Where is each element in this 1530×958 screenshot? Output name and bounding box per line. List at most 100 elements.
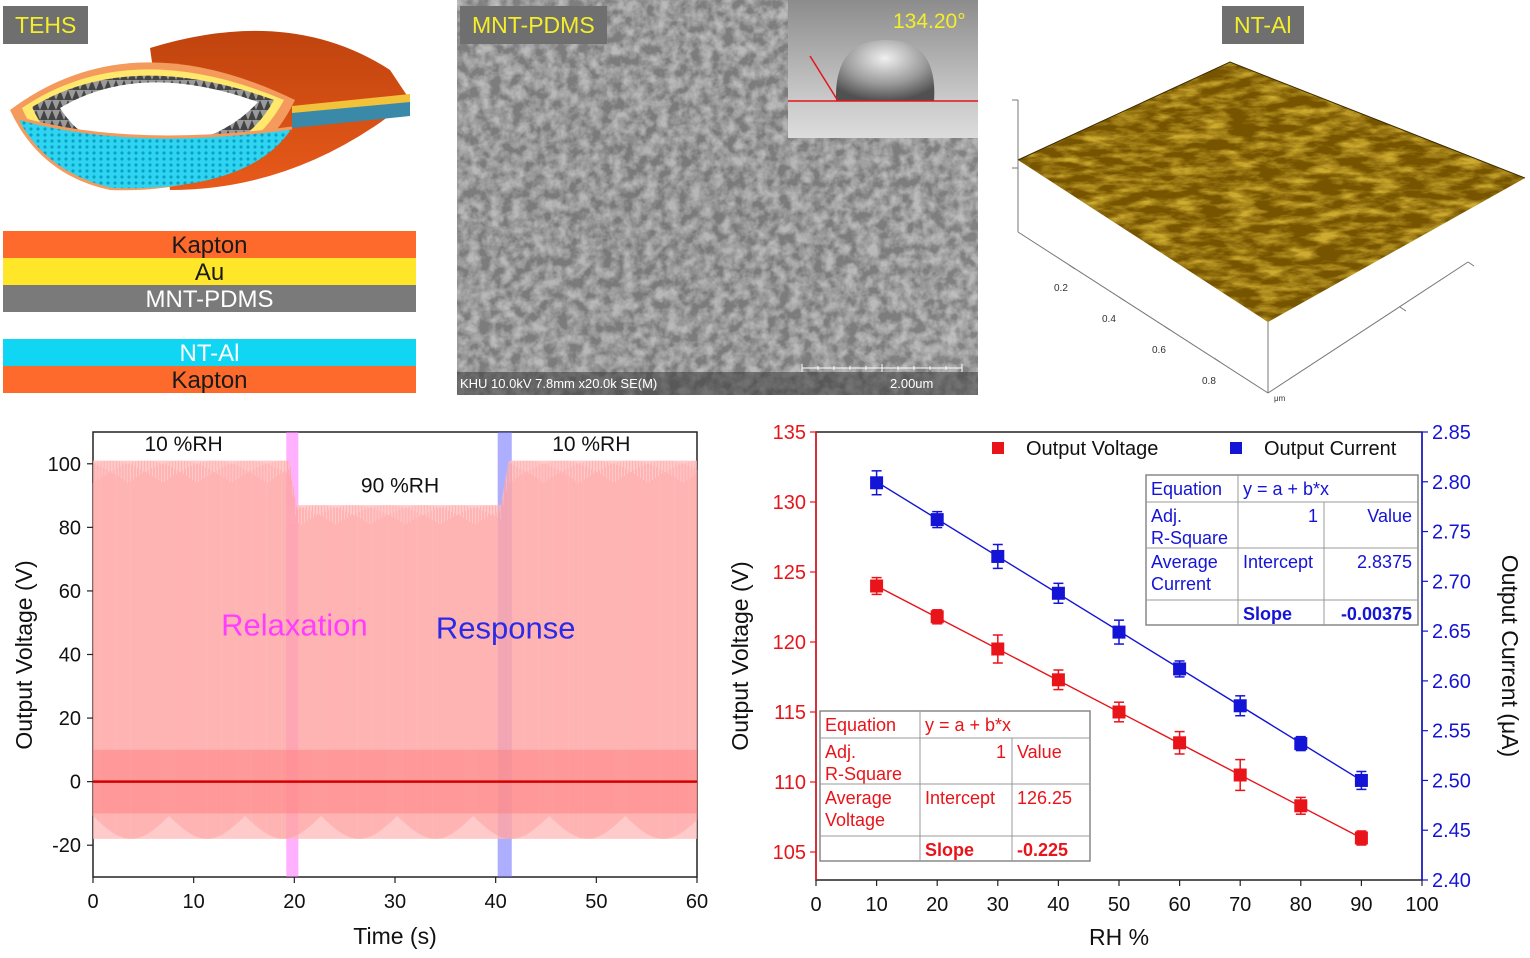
x-tick-label: 30 — [384, 891, 406, 913]
data-point — [991, 642, 1005, 656]
voltage-time-chart: 0 10 20 30 40 50 60 -20 0 20 40 60 80 100 10 %RH 90 %… — [11, 431, 708, 949]
y2-tick-label-current: 2.85 — [1432, 422, 1471, 444]
data-point — [1294, 799, 1308, 813]
afm-tick-0: 0.2 — [1054, 283, 1068, 294]
x-tick-label-rh: 100 — [1405, 894, 1438, 916]
x-tick-label-rh: 50 — [1108, 894, 1130, 916]
sem-tag: MNT-PDMS — [460, 6, 607, 44]
y2-axis-label-current: Output Current (μA) — [1497, 555, 1523, 757]
y2-tick-label-current: 2.50 — [1432, 770, 1471, 792]
x-tick-label-rh: 90 — [1350, 894, 1372, 916]
y-tick-label: 60 — [59, 581, 81, 603]
table-cell: Value — [1367, 506, 1412, 526]
annotation-2: 10 %RH — [552, 433, 630, 456]
x-tick-label-rh: 80 — [1290, 894, 1312, 916]
x-axis-label: Time (s) — [353, 923, 436, 949]
y-tick-label: 40 — [59, 645, 81, 667]
data-point — [1173, 736, 1187, 750]
table-cell: Current — [1151, 574, 1211, 594]
table-cell: R-Square — [1151, 528, 1228, 548]
y-tick-label-voltage: 130 — [773, 492, 806, 514]
data-point — [870, 579, 884, 593]
afm-tag: NT-Al — [1222, 6, 1304, 44]
y-tick-label-voltage: 105 — [773, 842, 806, 864]
afm-panel: 0.2 0.4 0.6 0.8 μm NT-Al — [1000, 0, 1530, 410]
layer-nt-al: NT-Al — [3, 339, 416, 367]
legend-marker-1 — [1230, 442, 1242, 454]
y2-tick-label-current: 2.55 — [1432, 721, 1471, 743]
y2-tick-label-current: 2.75 — [1432, 522, 1471, 544]
table-cell: -0.00375 — [1341, 604, 1412, 624]
data-point — [930, 513, 944, 527]
legend-label-1: Output Current — [1264, 438, 1397, 460]
contact-angle-value: 134.20° — [893, 10, 966, 33]
data-point — [1233, 768, 1247, 782]
x-tick-label-rh: 0 — [810, 894, 821, 916]
data-point — [1051, 586, 1065, 600]
table-cell: 2.8375 — [1357, 552, 1412, 572]
x-tick-label-rh: 70 — [1229, 894, 1251, 916]
y-axis-label: Output Voltage (V) — [11, 560, 37, 749]
tehs-tag: TEHS — [3, 6, 89, 44]
data-point — [1051, 673, 1065, 687]
sem-scale-label: 2.00um — [890, 376, 934, 391]
table-cell: Value — [1017, 742, 1062, 762]
table-cell: Average — [1151, 552, 1218, 572]
data-point — [930, 610, 944, 624]
table-cell: Slope — [925, 840, 974, 860]
x-tick-label-rh: 40 — [1047, 894, 1069, 916]
y-tick-label-voltage: 120 — [773, 632, 806, 654]
tehs-device-illustration — [10, 30, 410, 191]
table-cell: y = a + b*x — [1243, 479, 1329, 499]
x-axis-label-rh: RH % — [1089, 924, 1149, 950]
x-tick-label-rh: 10 — [865, 894, 887, 916]
table-cell: Equation — [825, 715, 896, 735]
contact-angle-inset — [788, 0, 978, 138]
x-tick-label-rh: 30 — [987, 894, 1009, 916]
y2-tick-label-current: 2.80 — [1432, 472, 1471, 494]
rh-chart: 0 10 20 30 40 50 60 70 80 90 100 105 110 115 120 125 13… — [727, 422, 1523, 950]
table-cell: R-Square — [825, 764, 902, 784]
x-tick-label: 0 — [87, 891, 98, 913]
table-cell: Equation — [1151, 479, 1222, 499]
afm-tick-1: 0.4 — [1102, 314, 1116, 325]
data-point — [1173, 662, 1187, 676]
afm-tick-3: 0.8 — [1202, 376, 1216, 387]
sem-caption: KHU 10.0kV 7.8mm x20.0k SE(M) — [460, 376, 658, 391]
y-tick-label: 20 — [59, 708, 81, 730]
y-tick-label: 100 — [48, 454, 81, 476]
afm-tick-2: 0.6 — [1152, 345, 1166, 356]
data-point — [1233, 699, 1247, 713]
table-cell: -0.225 — [1017, 840, 1068, 860]
y2-tick-label-current: 2.70 — [1432, 571, 1471, 593]
y-tick-label-voltage: 135 — [773, 422, 806, 444]
y-tick-label: 80 — [59, 517, 81, 539]
data-point — [1112, 625, 1126, 639]
data-point — [1294, 737, 1308, 751]
annotation-1: 90 %RH — [361, 474, 439, 497]
y2-tick-label-current: 2.60 — [1432, 671, 1471, 693]
table-cell: 1 — [996, 742, 1006, 762]
table-cell: Average — [825, 788, 892, 808]
data-point — [1354, 773, 1368, 787]
y2-tick-label-current: 2.40 — [1432, 870, 1471, 892]
annotation-0: 10 %RH — [144, 433, 222, 456]
data-point — [870, 476, 884, 490]
annotation-4: Response — [436, 611, 576, 646]
fit-table-0: Equation y = a + b*x Adj.R-Square 1 Value Ave… — [1145, 474, 1419, 626]
afm-unit: μm — [1274, 394, 1286, 403]
legend-marker-0 — [992, 442, 1004, 454]
y-axis-label-voltage: Output Voltage (V) — [727, 561, 753, 750]
layer-au: Au — [3, 258, 416, 286]
x-tick-label-rh: 60 — [1168, 894, 1190, 916]
y-tick-label-voltage: 125 — [773, 562, 806, 584]
y-tick-label: 0 — [70, 772, 81, 794]
x-tick-label-rh: 20 — [926, 894, 948, 916]
y-tick-label-voltage: 115 — [774, 702, 806, 724]
y2-tick-label-current: 2.65 — [1432, 621, 1471, 643]
x-tick-label: 50 — [585, 891, 607, 913]
table-cell: 1 — [1308, 506, 1318, 526]
table-cell: Intercept — [1243, 552, 1313, 572]
layer-kapton-top: Kapton — [3, 231, 416, 259]
afm-surface: 0.2 0.4 0.6 0.8 μm — [1012, 61, 1526, 403]
